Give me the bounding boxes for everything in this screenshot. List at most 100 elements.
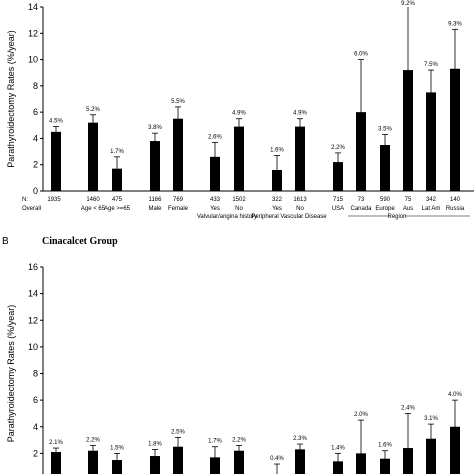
bar: [88, 122, 98, 191]
data-label: 2.1%: [49, 440, 63, 446]
bar: [234, 450, 244, 474]
category-label: Female: [168, 206, 189, 212]
data-label: 5.5%: [171, 99, 185, 105]
y-tick-label: 12: [28, 28, 38, 38]
y-tick-label: 10: [28, 342, 38, 352]
y-tick-label: 8: [33, 369, 38, 379]
y-tick-label: 8: [33, 81, 38, 91]
n-value: 75: [405, 197, 412, 203]
category-label: Male: [148, 206, 162, 212]
category-label: Lat Am: [422, 206, 441, 212]
n-value: 590: [380, 197, 391, 203]
data-label: 1.6%: [378, 443, 392, 449]
category-label: Yes: [210, 206, 220, 212]
y-tick-label: 4: [33, 422, 38, 432]
data-label: 2.5%: [171, 429, 185, 435]
panel-b-chart: 2 4 6 8 10 12 14 16 Parathyroidectomy Rates (%/y…: [6, 262, 462, 474]
n-value: 1935: [47, 197, 61, 203]
data-label: 5.2%: [86, 107, 100, 113]
data-label: 0.4%: [270, 456, 284, 462]
n-value: 433: [210, 197, 221, 203]
n-prefix: N:: [22, 197, 28, 203]
data-label: 1.7%: [208, 439, 222, 445]
data-label: 1.5%: [110, 445, 124, 451]
bar: [356, 112, 366, 191]
category-label: Yes: [272, 206, 282, 212]
data-label: 1.7%: [110, 149, 124, 155]
category-label: USA: [332, 206, 344, 212]
bar: [380, 458, 390, 474]
bar: [380, 145, 390, 191]
data-label: 2.0%: [354, 412, 368, 418]
n-value: 1166: [149, 197, 163, 203]
bar: [295, 449, 305, 474]
group-label-region: Region: [387, 214, 406, 220]
y-tick-label: 0: [33, 186, 38, 196]
category-label: No: [296, 206, 304, 212]
y-tick-label: 14: [28, 289, 38, 299]
n-value: 1460: [86, 197, 100, 203]
n-value: 769: [173, 197, 184, 203]
n-value: 1502: [232, 197, 246, 203]
n-value: 715: [333, 197, 344, 203]
category-label: Canada: [350, 206, 372, 212]
data-label: 3.5%: [378, 126, 392, 132]
bar: [333, 162, 343, 191]
n-value: 1613: [293, 197, 307, 203]
data-label: 9.2%: [401, 1, 415, 7]
category-label: Overall: [22, 206, 41, 212]
n-value: 140: [450, 197, 461, 203]
bar: [51, 452, 61, 474]
data-label: 4.0%: [448, 392, 462, 398]
y-tick-label: 16: [28, 262, 38, 272]
data-label: 9.3%: [448, 21, 462, 27]
y-tick-label: 4: [33, 133, 38, 143]
bar: [51, 131, 61, 191]
category-label: Europe: [375, 206, 395, 212]
data-label: 2.2%: [86, 437, 100, 443]
data-label: 6.0%: [354, 52, 368, 58]
y-tick-label: 6: [33, 395, 38, 405]
data-label: 3.1%: [424, 416, 438, 422]
category-label: Aus: [403, 206, 413, 212]
data-label: 2.2%: [232, 437, 246, 443]
bar: [112, 460, 122, 474]
y-tick-label: 2: [33, 160, 38, 170]
bar: [210, 457, 220, 474]
data-label: 2.6%: [208, 134, 222, 140]
category-label: Russia: [446, 206, 465, 212]
bar: [173, 446, 183, 474]
n-value: 73: [358, 197, 365, 203]
bar: [150, 141, 160, 191]
data-label: 1.4%: [331, 445, 345, 451]
data-label: 4.9%: [232, 111, 246, 117]
bar: [88, 450, 98, 474]
panel-a-chart: 0 2 4 6 8 10 12 14 Parathyroidectomy Rates (%/ye…: [6, 1, 474, 220]
category-label: No: [235, 206, 243, 212]
y-tick-label: 14: [28, 2, 38, 12]
panel-b-title: Cinacalcet Group: [42, 236, 118, 247]
y-tick-label: 6: [33, 107, 38, 117]
bar: [112, 168, 122, 191]
bar: [333, 461, 343, 474]
data-label: 3.8%: [148, 125, 162, 131]
bar: [295, 126, 305, 191]
data-label: 2.2%: [331, 145, 345, 151]
bar: [234, 126, 244, 191]
data-label: 4.9%: [293, 111, 307, 117]
bar: [150, 456, 160, 474]
data-label: 2.4%: [401, 405, 415, 411]
group-label-pvd: Peripheral Vascular Disease: [251, 214, 327, 220]
bar: [450, 426, 460, 474]
bar: [426, 92, 436, 191]
data-label: 2.3%: [293, 436, 307, 442]
n-value: 342: [426, 197, 437, 203]
category-label: Age >=65: [104, 206, 131, 212]
panel-b-letter: B: [2, 236, 9, 247]
y-tick-label: 2: [33, 448, 38, 458]
y-tick-label: 10: [28, 55, 38, 65]
data-label: 7.5%: [424, 62, 438, 68]
y-axis-label: Parathyroidectomy Rates (%/year): [6, 30, 16, 168]
data-label: 1.6%: [270, 148, 284, 154]
